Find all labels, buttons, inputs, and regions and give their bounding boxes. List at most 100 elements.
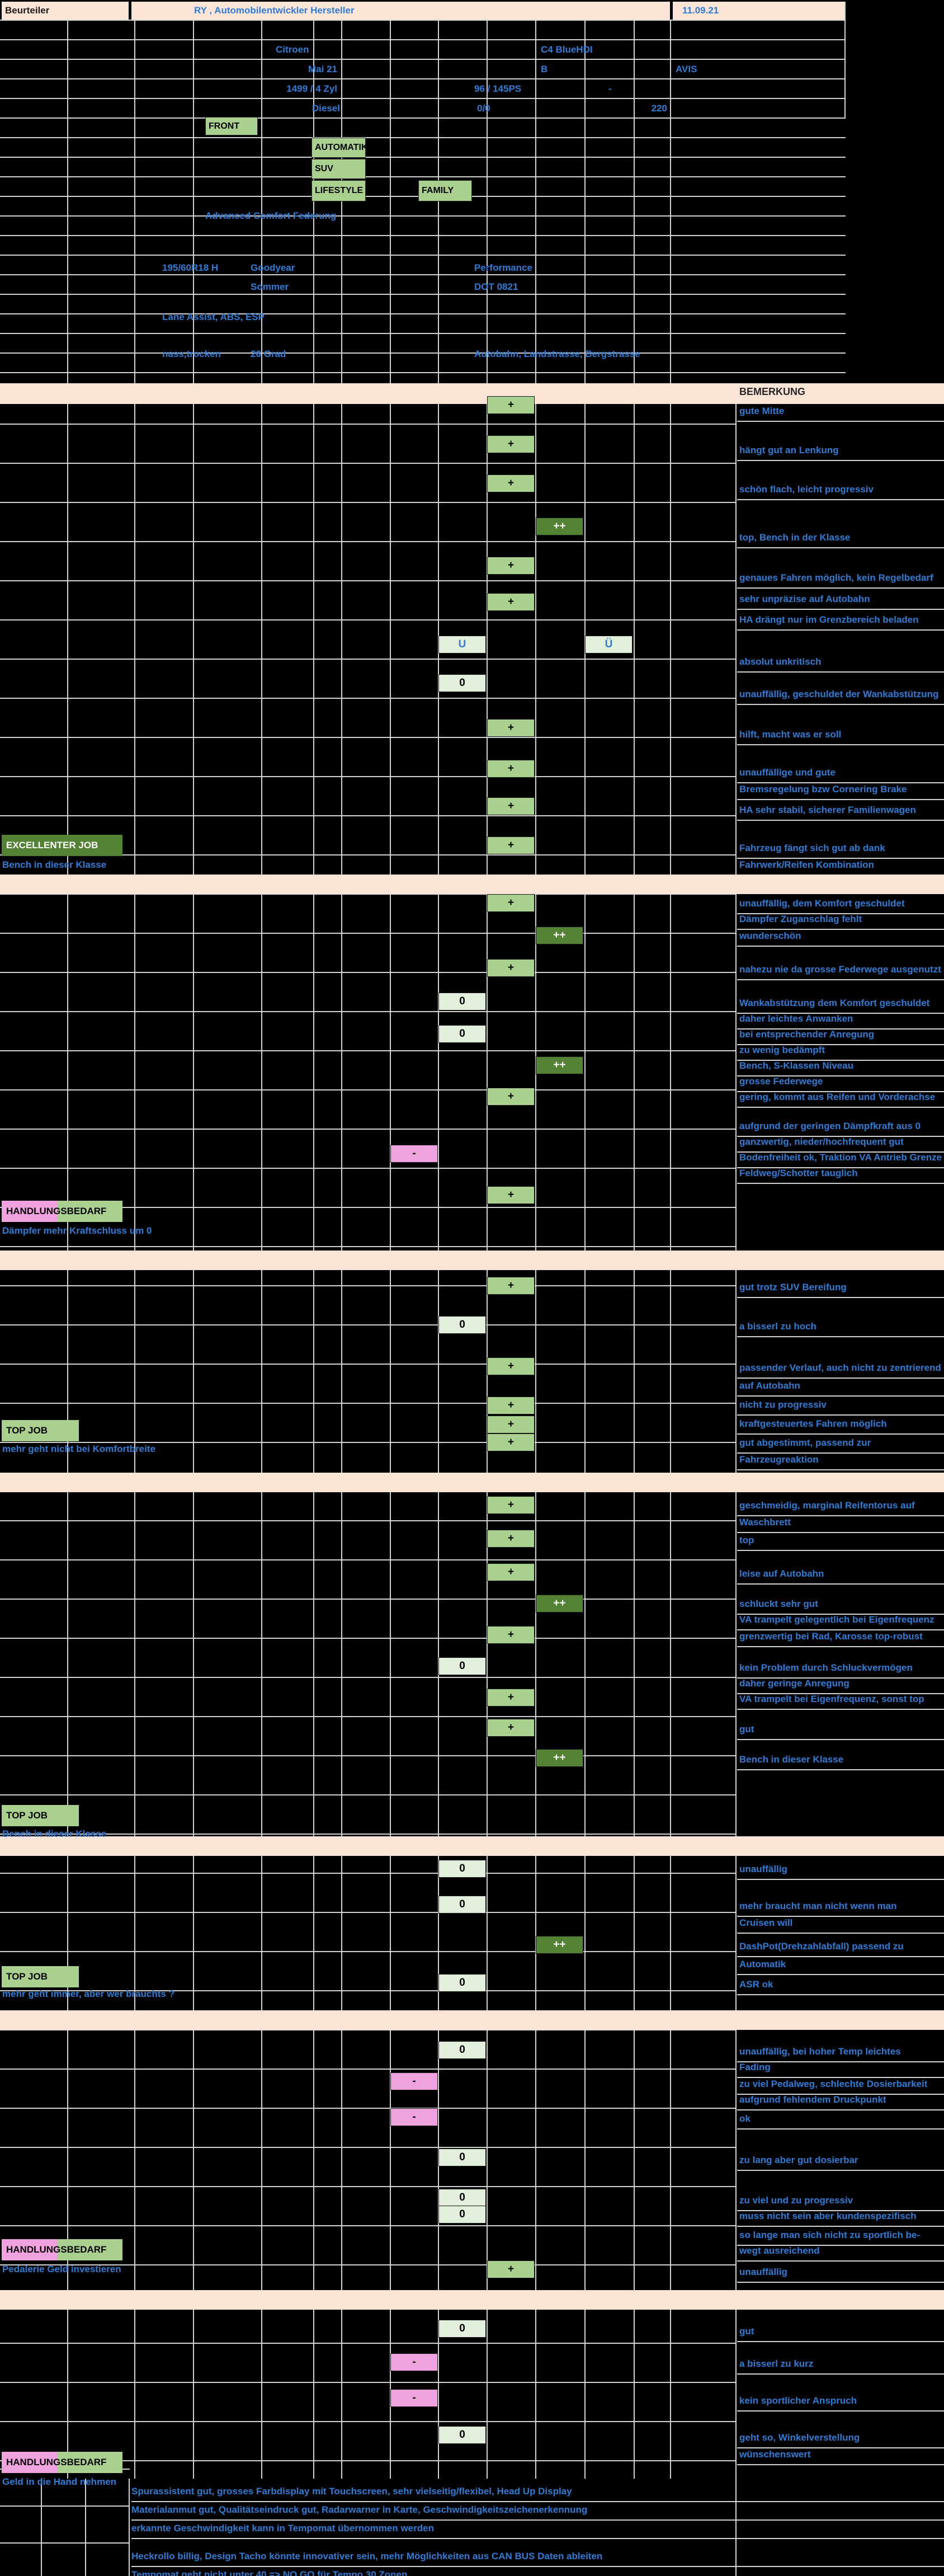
- verdict-label: EXCELLENTER JOB: [2, 835, 122, 856]
- gridline: [0, 2225, 735, 2226]
- gridline: [0, 894, 735, 895]
- rating-cell-zero: 0: [438, 993, 486, 1010]
- gridline: [737, 1395, 944, 1397]
- gridline: [844, 2, 846, 117]
- remark-text: hängt gut an Lenkung: [739, 445, 839, 455]
- sheet-date: 11.09.21: [673, 2, 844, 20]
- gridline: [0, 1755, 735, 1756]
- gridline: [584, 20, 586, 2479]
- gridline: [737, 587, 944, 589]
- rating-cell-zero: 0: [438, 2149, 486, 2166]
- remark-text: wegt ausreichend: [739, 2245, 820, 2256]
- gridline: [0, 1716, 735, 1717]
- gridline: [737, 2128, 944, 2130]
- verdict-note: Bench in dieser Klasse: [2, 859, 107, 870]
- rating-cell-plus: +: [487, 1357, 535, 1375]
- gridline: [0, 255, 846, 256]
- remark-text: a bisserl zu kurz: [739, 2358, 814, 2369]
- gridline: [737, 1297, 944, 1298]
- gridline: [0, 1285, 735, 1286]
- gridline: [737, 1550, 944, 1551]
- gridline: [0, 20, 846, 21]
- remark-text: aufgrund der geringen Dämpfkraft aus 0: [739, 1121, 921, 1131]
- remark-text: kraftgesteuertes Fahren möglich: [739, 1418, 887, 1429]
- gridline: [0, 1129, 735, 1130]
- test-temperature: 26 Grad: [251, 349, 286, 359]
- remark-text: mehr braucht man nicht wenn man: [739, 1901, 897, 1911]
- verdict-label: TOP JOB: [2, 1805, 79, 1826]
- vehicle-model: C4 BlueHDI: [541, 44, 593, 55]
- gridline: [0, 1403, 735, 1404]
- gridline: [737, 1469, 944, 1470]
- remark-text: muss nicht sein aber kundenspezifisch: [739, 2211, 917, 2221]
- gridline: [0, 1324, 735, 1325]
- remark-text: unauffällig, bei hoher Temp leichtes: [739, 2046, 901, 2057]
- remark-text: Fahrzeugreaktion: [739, 1454, 819, 1465]
- rating-cell-zero: 0: [438, 2189, 486, 2207]
- gridline: [737, 2260, 944, 2262]
- section-separator: [0, 2010, 944, 2030]
- rating-cell-zero: 0: [438, 2041, 486, 2059]
- gridline: [0, 1951, 735, 1952]
- gridline: [438, 20, 439, 2479]
- gridline: [737, 1060, 944, 1061]
- gridline: [737, 1414, 944, 1416]
- gridline: [0, 2264, 735, 2265]
- gridline: [0, 2186, 735, 2187]
- remark-text: bei entsprechender Anregung: [739, 1029, 875, 1040]
- remark-text: nicht zu progressiv: [739, 1399, 827, 1410]
- section-separator: [0, 875, 944, 894]
- gridline: [535, 20, 536, 2479]
- tire-size: 195/60R18 H: [162, 262, 219, 273]
- config-tag-family: FAMILY: [418, 180, 472, 201]
- rating-cell-plus: +: [487, 760, 535, 778]
- rating-cell-plus: +: [487, 1626, 535, 1644]
- remark-text: Waschbrett: [739, 1517, 791, 1527]
- gridline: [737, 2226, 944, 2227]
- rating-cell-zero: 0: [438, 1896, 486, 1914]
- gridline: [0, 137, 846, 138]
- verdict-label: HANDLUNGSBEDARF: [2, 1201, 122, 1222]
- gridline: [487, 20, 488, 2479]
- vehicle-dash: -: [608, 83, 612, 94]
- rating-cell-zero: 0: [438, 1974, 486, 1992]
- vehicle-build-date: Mai 21: [308, 64, 337, 74]
- gridline: [390, 20, 391, 2479]
- gridline: [0, 352, 846, 354]
- gridline: [0, 78, 846, 79]
- rating-cell-plus: +: [487, 2260, 535, 2278]
- gridline: [737, 1974, 944, 1975]
- remark-text: ganzwertig, nieder/hochfrequent gut: [739, 1136, 904, 1147]
- remark-text: grosse Federwege: [739, 1076, 823, 1087]
- gridline: [0, 1912, 735, 1913]
- section-separator: [0, 2290, 944, 2310]
- remark-text: DashPot(Drehzahlabfall) passend zu: [739, 1941, 904, 1952]
- gridline: [737, 799, 944, 800]
- vehicle-segment: B: [541, 64, 548, 74]
- gridline: [0, 1834, 735, 1835]
- summary-text: Heckrollo billig, Design Tacho könnte in…: [131, 2551, 603, 2561]
- gridline: [0, 737, 735, 738]
- gridline: [737, 858, 944, 859]
- remark-text: gut: [739, 1724, 754, 1734]
- rating-cell-plus: +: [487, 396, 535, 414]
- remark-text: a bisserl zu hoch: [739, 1321, 816, 1332]
- summary-text: Tempomat geht nicht unter 40 => NO GO fü…: [131, 2569, 408, 2576]
- rating-cell-plusplus: ++: [536, 1056, 583, 1074]
- gridline: [0, 333, 846, 334]
- gridline: [0, 2343, 735, 2344]
- rating-cell-plusplus: ++: [536, 1936, 583, 1954]
- remark-text: geht so, Winkelverstellung: [739, 2432, 860, 2443]
- verdict-note: mehr geht nicht bei Komfortbreite: [2, 1444, 155, 1454]
- gridline: [737, 2061, 944, 2062]
- gridline: [737, 1709, 944, 1710]
- config-tag-automatik: AUTOMATIK: [311, 138, 368, 158]
- section-separator: [0, 1473, 944, 1492]
- gridline: [0, 1364, 735, 1365]
- gridline: [737, 460, 944, 461]
- gridline: [737, 1028, 944, 1030]
- gridline: [737, 2245, 944, 2246]
- remark-text: wunderschön: [739, 930, 801, 941]
- gridline: [0, 776, 735, 777]
